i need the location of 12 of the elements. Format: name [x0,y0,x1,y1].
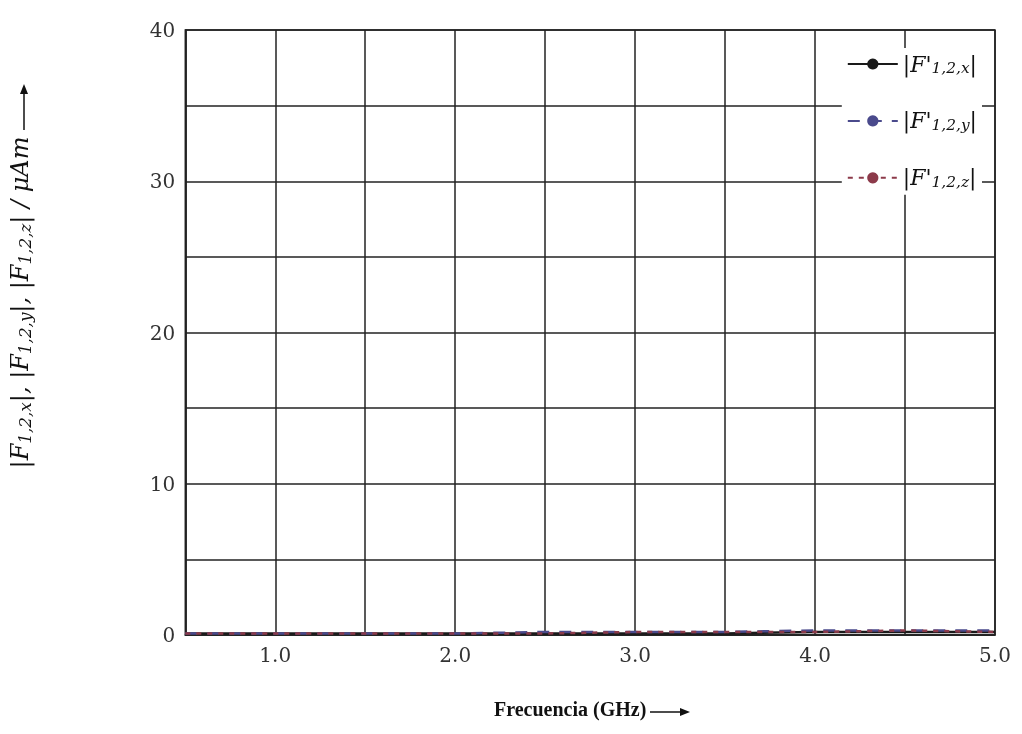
y-tick-label: 40 [149,18,176,42]
y-axis-title: |F1,2,x|, |F1,2,y|, |F1,2,z| / μAm [6,136,35,469]
x-tick-label: 2.0 [439,643,472,667]
x-tick-label: 3.0 [619,643,652,667]
x-tick-label: 4.0 [799,643,831,667]
x-axis-title: Frecuencia (GHz) [493,698,647,721]
y-tick-label: 20 [149,320,176,345]
x-tick-label: 5.0 [979,643,1011,667]
y-tick-label: 0 [162,623,176,647]
x-tick-label: 1.0 [259,643,292,667]
y-tick-label: 30 [149,169,176,194]
y-tick-label: 10 [149,471,176,496]
